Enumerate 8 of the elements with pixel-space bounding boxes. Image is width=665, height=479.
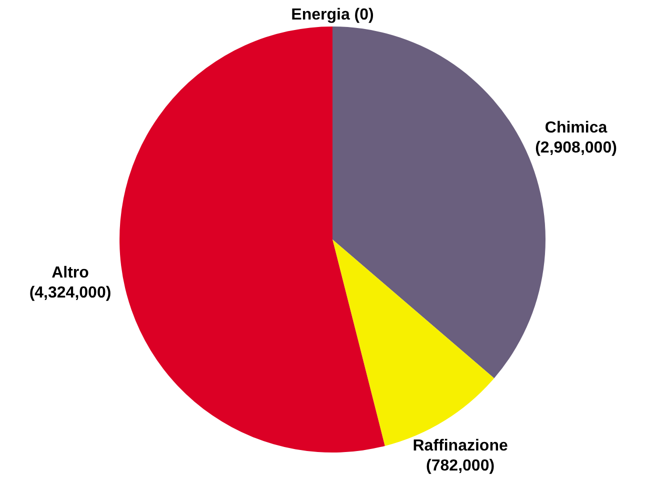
pie-slice xyxy=(120,26,385,452)
category-label: Energia (0) xyxy=(291,6,374,24)
data-label: (4,324,000) xyxy=(29,284,112,302)
slice-label: Altro xyxy=(52,264,90,282)
data-label: (782,000) xyxy=(426,458,495,475)
slice-label: Chimica xyxy=(544,120,608,137)
data-label: (2,908,000) xyxy=(535,140,617,157)
slice-label: Raffinazione xyxy=(412,438,508,455)
